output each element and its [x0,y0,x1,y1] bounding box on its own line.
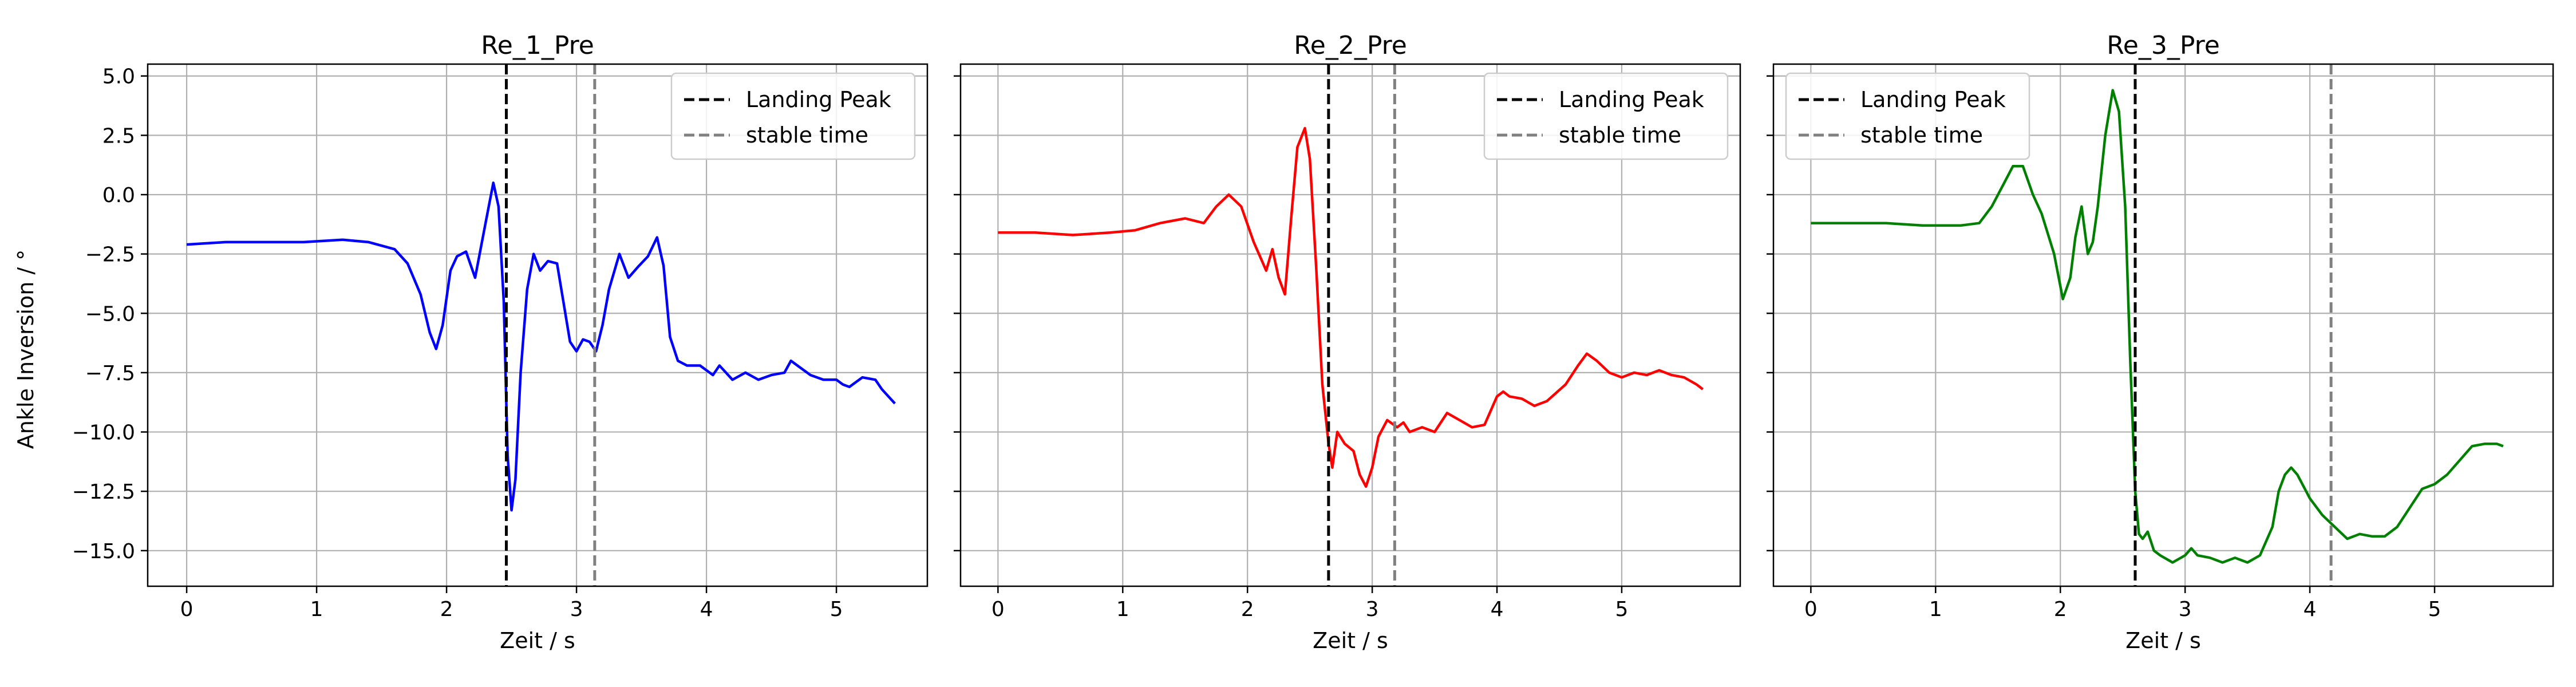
legend-label: stable time [1860,123,1983,148]
series-line [186,181,896,512]
x-tick-label: 5 [830,598,843,621]
x-tick-label: 2 [440,598,453,621]
x-axis-label: Zeit / s [2125,628,2201,653]
legend-label: Landing Peak [746,87,891,112]
x-tick-label: 2 [2054,598,2067,621]
x-tick-label: 1 [310,598,323,621]
x-tick-label: 3 [2179,598,2192,621]
legend: Landing Peak stable time [1483,72,1729,160]
x-axis-label: Zeit / s [500,628,575,653]
y-tick-label: −15.0 [72,540,135,563]
legend-label: stable time [746,123,868,148]
y-tick-label: −7.5 [85,362,135,385]
axes-frame [147,63,929,587]
series-line [998,127,1704,488]
legend-label: stable time [1559,123,1681,148]
x-tick-label: 1 [1116,598,1129,621]
x-axis-label: Zeit / s [1313,628,1388,653]
x-tick-label: 1 [1929,598,1942,621]
x-tick-label: 4 [2304,598,2317,621]
x-tick-label: 3 [570,598,583,621]
y-tick-label: 0.0 [102,184,135,207]
x-tick-label: 4 [700,598,713,621]
legend-label: Landing Peak [1559,87,1704,112]
legend-box [670,72,916,160]
y-tick-label: −2.5 [85,243,135,267]
chart-title: Re_2_Pre [1294,31,1407,60]
chart-panel-3: 0 1 2 3 4 5 Re_3_Pre Zeit / s Landing Peak stable… [1767,31,2554,653]
legend-box [1785,72,2030,160]
chart-title: Re_1_Pre [481,31,594,60]
chart-panel-2: 0 1 2 3 4 5 Re_2_Pre Zeit / s Landing Peak stable… [954,31,1741,653]
y-tick-label: −10.0 [72,421,135,445]
legend-label: Landing Peak [1860,87,2006,112]
x-tick-label: 3 [1366,598,1379,621]
x-tick-label: 5 [2428,598,2441,621]
axes-frame [1772,63,2554,587]
y-tick-label: −12.5 [72,480,135,504]
y-tick-label: 5.0 [102,65,135,89]
legend-box [1483,72,1729,160]
chart-title: Re_3_Pre [2107,31,2220,60]
y-tick-label: 2.5 [102,124,135,148]
series-line [1811,89,2504,564]
axes-frame [959,63,1741,587]
x-tick-label: 0 [991,598,1005,621]
y-axis-label: Ankle Inversion / ° [13,250,38,449]
x-tick-label: 0 [1804,598,1818,621]
x-tick-label: 0 [180,598,193,621]
legend: Landing Peak stable time [670,72,916,160]
x-tick-label: 4 [1491,598,1504,621]
chart-panel-1: 0 1 2 3 4 5 5.0 2.5 0.0 −2.5 −5.0 −7.5 −10.0 −12.5 −15… [72,31,929,653]
x-tick-label: 5 [1615,598,1629,621]
x-tick-label: 2 [1241,598,1254,621]
y-tick-label: −5.0 [85,302,135,326]
legend: Landing Peak stable time [1785,72,2030,160]
